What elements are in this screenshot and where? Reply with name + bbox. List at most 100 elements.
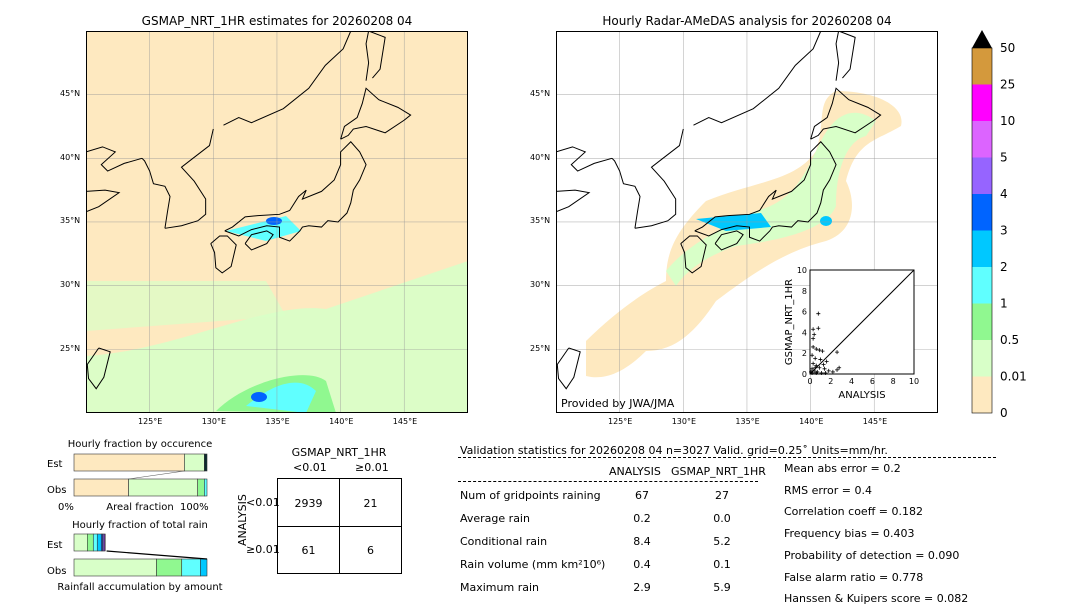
total-rain-bar-segment [200, 558, 208, 577]
coastline-china [86, 146, 143, 172]
colorbar-segment [972, 376, 992, 413]
fraction-charts: Hourly fraction by occurence Est Obs 0% 100%… [47, 439, 223, 593]
occurrence-bar-segment [73, 453, 185, 472]
stat-label: Average rain [460, 512, 530, 525]
areal-fraction-label: Areal fraction [106, 502, 173, 513]
occurrence-bar-segment [73, 478, 129, 497]
coastline-hokkaido [810, 87, 882, 140]
y-tick-label: 6 [802, 308, 807, 317]
connector-line [128, 470, 185, 480]
colorbar-label: 10 [1000, 114, 1015, 128]
connector-line [106, 550, 208, 560]
occurrence-bar-segment [204, 453, 208, 472]
occurrence-bar-segment [128, 478, 198, 497]
lat-tick: 45°N [530, 89, 551, 98]
left-map-title: GSMAP_NRT_1HR estimates for 20260208 04 [141, 14, 413, 28]
right-map-title: Hourly Radar-AMeDAS analysis for 2026020… [602, 14, 892, 28]
colorbar-segment [972, 48, 992, 85]
scatter-point [830, 369, 835, 374]
y-axis-label: GSMAP_NRT_1HR [784, 279, 795, 365]
col-label-2: ≥0.01 [355, 461, 389, 474]
est-label: Est [47, 540, 63, 551]
score-item: Correlation coeff = 0.182 [784, 505, 923, 519]
lon-tick: 145°E [392, 417, 418, 426]
colorbar-segment [972, 230, 992, 267]
scatter-point [822, 366, 827, 371]
colorbar-label: 2 [1000, 260, 1008, 274]
stat-g: 5.9 [713, 581, 731, 594]
stat-g: 0.1 [713, 558, 731, 571]
stat-g: 5.2 [713, 535, 731, 548]
colorbar-segment [972, 267, 992, 304]
total-rain-bar-segment [73, 558, 157, 577]
scatter-point [812, 332, 817, 337]
colorbar: 0 0.01 0.5 1 2 3 4 5 10 25 50 [971, 30, 1027, 418]
lon-tick: 135°E [265, 417, 290, 426]
scatter-point [826, 368, 831, 373]
obs-label: Obs [47, 485, 66, 496]
lat-tick: 30°N [60, 280, 81, 290]
cell: 21 [363, 497, 378, 510]
y-tick-label: 4 [802, 328, 807, 337]
scatter-point [811, 327, 816, 332]
lat-tick: 25°N [60, 343, 81, 353]
lon-tick: 135°E [735, 417, 760, 426]
coastline-korea_e [650, 128, 684, 222]
right-map [556, 31, 938, 413]
coastline-sakhalin [365, 31, 386, 81]
scatter-point [818, 357, 823, 362]
total-rain-bar-segment [156, 558, 183, 577]
scatter-point [823, 370, 828, 375]
y-tick-label: 2 [802, 349, 807, 358]
x-tick-label: 6 [870, 377, 875, 386]
coastline-taiwan [556, 347, 581, 390]
coastline-kyushu [210, 235, 237, 274]
colorbar-segment [972, 340, 992, 377]
x-tick-label: 2 [828, 377, 833, 386]
coastline-honshu [224, 141, 367, 242]
colorbar-segment [972, 84, 992, 121]
contingency-table: 2939 21 61 6 [277, 478, 402, 574]
x-tick-100: 100% [180, 502, 209, 513]
occurrence-title: Hourly fraction by occurence [68, 439, 212, 450]
scatter-point [820, 349, 825, 354]
credit-text: Provided by JWA/JMA [561, 397, 675, 410]
lat-tick: 30°N [530, 280, 551, 290]
scatter-point [812, 368, 817, 373]
stat-g: 27 [715, 489, 729, 502]
x-tick-label: 0 [807, 377, 812, 386]
total-rain-bar-segment [96, 533, 102, 552]
rain-area-intense [251, 392, 267, 402]
total-rain-bar-segment [181, 558, 201, 577]
stat-a: 2.9 [633, 581, 651, 594]
coastline-shikoku [714, 230, 744, 251]
scatter-point [816, 311, 821, 316]
total-rain-bar-segment [92, 533, 98, 552]
coastline-korea_s [634, 220, 669, 229]
x-tick-label: 4 [849, 377, 854, 386]
x-axis-label: ANALYSIS [838, 390, 885, 401]
colorbar-label: 0.5 [1000, 333, 1019, 347]
stat-a: 67 [635, 489, 649, 502]
obs-label: Obs [47, 566, 66, 577]
stat-label: Rain volume (mm km²10⁶) [460, 558, 606, 571]
scatter-point [817, 365, 822, 370]
colorbar-frame [971, 47, 993, 414]
x-tick-0: 0% [58, 502, 74, 513]
coastline-russia [693, 31, 822, 126]
left-map [86, 31, 468, 413]
est-label: Est [47, 459, 63, 470]
lat-tick: 25°N [530, 343, 551, 353]
lon-tick: 130°E [201, 417, 227, 426]
score-item: Hanssen & Kuipers score = 0.082 [784, 592, 969, 606]
rain-area-light [86, 281, 286, 331]
contingency-title: GSMAP_NRT_1HR [291, 446, 387, 459]
stat-label: Conditional rain [460, 535, 548, 548]
rain-area-heavy [246, 382, 316, 413]
total-rain-title: Hourly fraction of total rain [72, 520, 208, 531]
coastline-china [556, 146, 613, 172]
total-rain-bar-segment [87, 533, 94, 552]
colorbar-label: 25 [1000, 78, 1015, 92]
scatter-point [816, 326, 821, 331]
cell: 61 [301, 544, 316, 557]
